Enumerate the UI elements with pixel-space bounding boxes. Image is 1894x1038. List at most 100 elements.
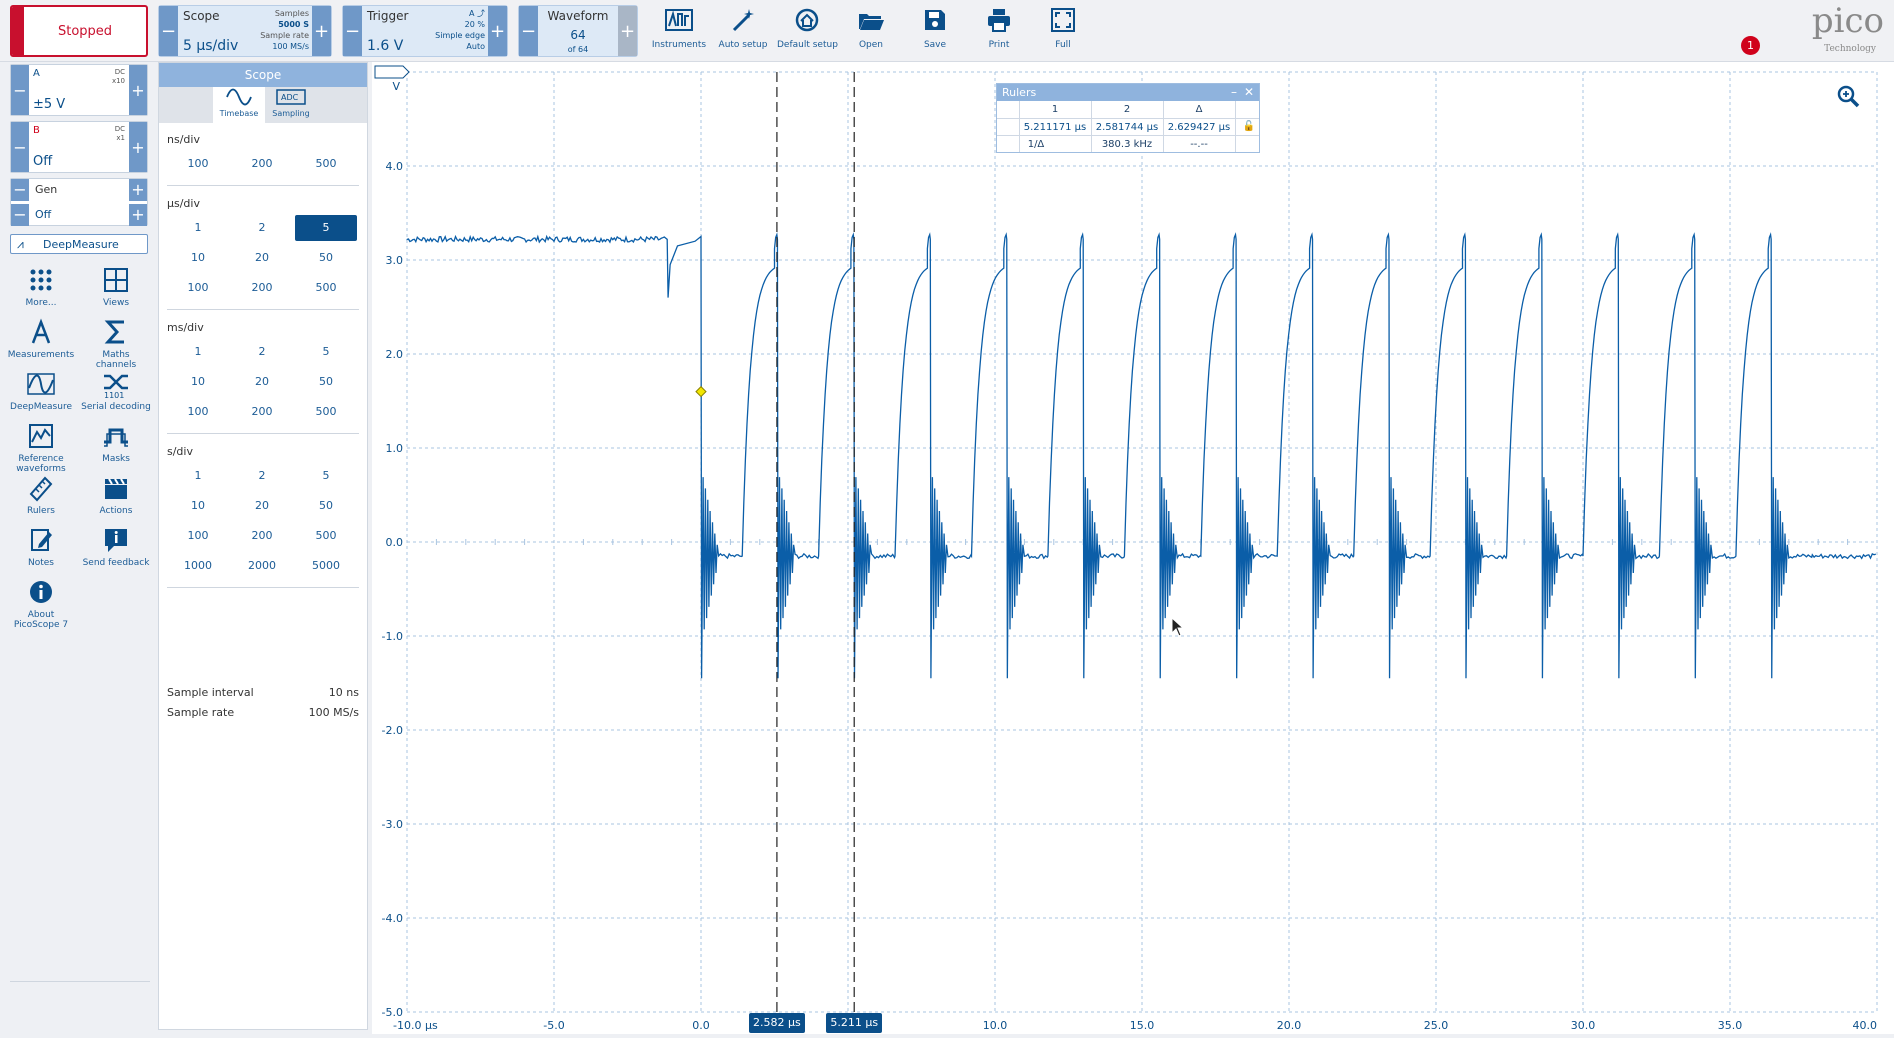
minimize-icon[interactable]: –	[1231, 85, 1237, 99]
more-button[interactable]: More...	[6, 266, 76, 308]
gen-state-decrease-button[interactable]: −	[11, 204, 29, 226]
timebase-option[interactable]: 5	[322, 345, 330, 358]
about-button[interactable]: About PicoScope 7	[6, 578, 76, 630]
reference-waveforms-button[interactable]: Reference waveforms	[6, 422, 76, 474]
trigger-decrease-button[interactable]: −	[343, 6, 362, 56]
zoom-icon[interactable]	[1836, 84, 1860, 112]
notes-button[interactable]: Notes	[6, 526, 76, 568]
notification-badge[interactable]: 1	[1741, 36, 1760, 55]
waveform-next-button[interactable]: +	[618, 6, 637, 56]
print-button[interactable]: Print	[969, 6, 1029, 50]
actions-button[interactable]: Actions	[81, 474, 151, 516]
tab-timebase[interactable]: Timebase	[213, 87, 265, 123]
ruler-1-value: 5.211171 µs	[1023, 122, 1087, 133]
channel-a-increase-button[interactable]: +	[129, 65, 147, 115]
channel-b-range[interactable]: Off	[33, 154, 53, 169]
trigger-level[interactable]: 1.6 V	[367, 38, 404, 54]
deepmeasure-button[interactable]: ⩘ DeepMeasure	[10, 234, 148, 254]
run-stop-button[interactable]: Stopped	[10, 5, 148, 57]
timebase-decrease-button[interactable]: −	[159, 6, 178, 56]
save-button[interactable]: Save	[905, 6, 965, 50]
channel-b-increase-button[interactable]: +	[129, 122, 147, 172]
timebase-option[interactable]: 20	[255, 251, 269, 264]
timebase-option[interactable]: 1000	[184, 559, 212, 572]
generator-control[interactable]: − − Gen Off + +	[10, 178, 148, 226]
channel-a-control[interactable]: − A DC x10 ±5 V +	[10, 64, 148, 116]
timebase-option[interactable]: 200	[251, 157, 273, 170]
trigger-marker[interactable]	[695, 385, 707, 398]
timebase-option[interactable]: 5	[322, 469, 330, 482]
channel-a-axis-marker[interactable]	[374, 65, 410, 79]
send-feedback-button[interactable]: Send feedback	[81, 526, 151, 568]
waveform-plot[interactable]: 5.04.03.02.01.00.0-1.0-2.0-3.0-4.0-5.0V-…	[372, 62, 1894, 1034]
timebase-option[interactable]: 1	[194, 345, 202, 358]
channel-a-range[interactable]: ±5 V	[33, 97, 66, 112]
timebase-value[interactable]: 5 µs/div	[183, 38, 239, 54]
tab-sampling[interactable]: ADC Sampling	[265, 87, 317, 123]
timebase-option[interactable]: 100	[187, 405, 209, 418]
timebase-option[interactable]: 20	[255, 375, 269, 388]
gen-increase-button[interactable]: +	[129, 179, 147, 201]
timebase-option[interactable]: 100	[187, 529, 209, 542]
timebase-option[interactable]: 10	[191, 251, 205, 264]
timebase-option[interactable]: 100	[187, 157, 209, 170]
gen-name: Gen	[35, 183, 58, 196]
trigger-increase-button[interactable]: +	[488, 6, 507, 56]
timebase-option[interactable]: 20	[255, 499, 269, 512]
timebase-option[interactable]: 10	[191, 499, 205, 512]
default-setup-button[interactable]: Default setup	[777, 6, 838, 50]
rulers-window[interactable]: Rulers – ✕ 1 2 Δ 5.211171 µs 2.581744 µs…	[996, 83, 1260, 153]
y-tick-label: 2.0	[386, 348, 404, 361]
open-button[interactable]: Open	[841, 6, 901, 50]
timebase-option[interactable]: 2	[258, 469, 266, 482]
timebase-increase-button[interactable]: +	[312, 6, 331, 56]
y-unit-label: V	[392, 80, 400, 93]
serial-decoding-button[interactable]: 1101 Serial decoding	[81, 370, 151, 412]
timebase-option[interactable]: 200	[251, 405, 273, 418]
timebase-option[interactable]: 50	[319, 499, 333, 512]
channel-b-decrease-button[interactable]: −	[11, 122, 29, 172]
channel-b-control[interactable]: − B DC x1 Off +	[10, 121, 148, 173]
measurements-button[interactable]: Measurements	[6, 318, 76, 360]
gen-state[interactable]: Off	[35, 208, 52, 221]
timebase-option[interactable]: 10	[191, 375, 205, 388]
ruler-1-tag[interactable]: 2.582 µs	[748, 1013, 805, 1033]
timebase-option[interactable]: 2000	[248, 559, 276, 572]
timebase-option[interactable]: 2	[258, 221, 266, 234]
timebase-option[interactable]: 50	[319, 375, 333, 388]
timebase-option[interactable]: 100	[187, 281, 209, 294]
maths-channels-button[interactable]: Maths channels	[81, 318, 151, 370]
timebase-option[interactable]: 2	[258, 345, 266, 358]
save-icon	[925, 10, 945, 30]
timebase-option[interactable]: 200	[251, 529, 273, 542]
timebase-option[interactable]: 200	[251, 281, 273, 294]
ruler-2-tag[interactable]: 5.211 µs	[826, 1013, 883, 1033]
waveform-prev-button[interactable]: −	[519, 6, 538, 56]
timebase-option[interactable]: 500	[315, 281, 337, 294]
timebase-option[interactable]: 500	[315, 157, 337, 170]
instruments-button[interactable]: Instruments	[649, 6, 709, 50]
rulers-title-bar[interactable]: Rulers – ✕	[997, 84, 1259, 101]
timebase-option[interactable]: 500	[315, 529, 337, 542]
trigger-info: A ⤴ 20 % Simple edge Auto	[435, 9, 485, 51]
timebase-option[interactable]: 500	[315, 405, 337, 418]
gen-state-increase-button[interactable]: +	[129, 204, 147, 226]
gen-decrease-button[interactable]: −	[11, 179, 29, 201]
adc-icon: ADC	[276, 89, 306, 105]
full-screen-button[interactable]: Full	[1033, 6, 1093, 50]
auto-setup-button[interactable]: Auto setup	[713, 6, 773, 50]
views-button[interactable]: Views	[81, 266, 151, 308]
channel-a-decrease-button[interactable]: −	[11, 65, 29, 115]
sample-rate-value: 100 MS/s	[308, 706, 359, 719]
timebase-option[interactable]: 1	[194, 221, 202, 234]
unlock-icon[interactable]: 🔓	[1242, 121, 1256, 132]
timebase-option[interactable]: 50	[319, 251, 333, 264]
scope-view[interactable]: 5.04.03.02.01.00.0-1.0-2.0-3.0-4.0-5.0V-…	[372, 62, 1894, 1034]
close-icon[interactable]: ✕	[1243, 85, 1254, 99]
timebase-option[interactable]: 5000	[312, 559, 340, 572]
deepmeasure-tool-button[interactable]: DeepMeasure	[6, 370, 76, 412]
timebase-option[interactable]: 1	[194, 469, 202, 482]
timebase-option[interactable]: 5	[295, 215, 357, 241]
masks-button[interactable]: Masks	[81, 422, 151, 464]
rulers-button[interactable]: Rulers	[6, 474, 76, 516]
